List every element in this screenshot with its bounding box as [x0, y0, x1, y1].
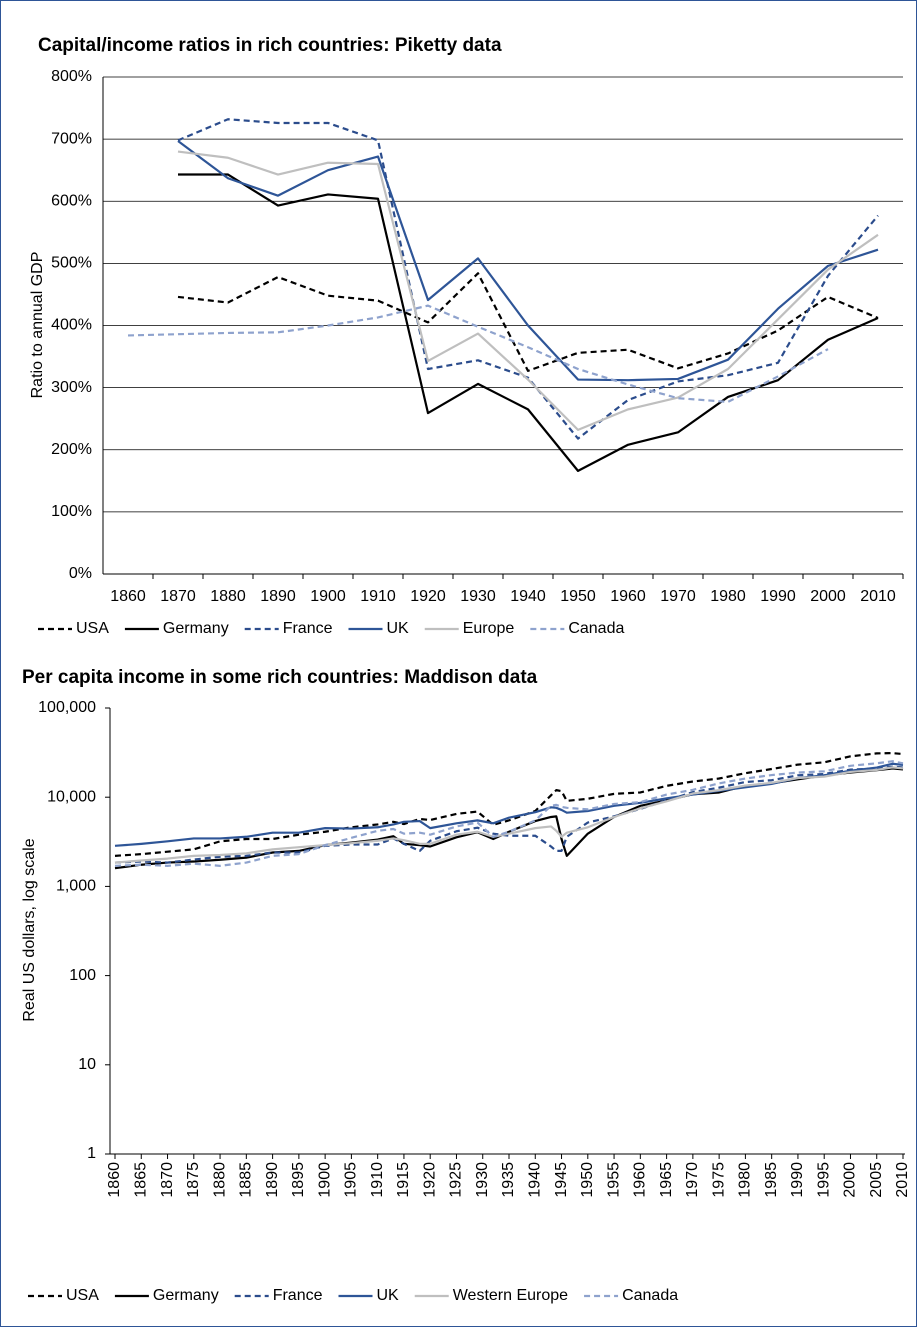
legend-label: USA	[66, 1287, 99, 1304]
x-tick-label: 1980	[710, 588, 746, 605]
x-tick-label: 1970	[660, 588, 696, 605]
x-tick-label: 1945	[553, 1162, 570, 1198]
x-tick-label: 1950	[579, 1162, 596, 1198]
x-tick-label: 1890	[260, 588, 296, 605]
x-tick-label: 1995	[815, 1162, 832, 1198]
y-tick-label: 300%	[51, 379, 92, 396]
x-tick-label: 1920	[410, 588, 446, 605]
y-tick-label: 10,000	[47, 788, 96, 805]
series-line	[114, 752, 904, 857]
y-tick-label: 0%	[69, 565, 92, 582]
legend-label: Germany	[153, 1287, 219, 1304]
x-tick-label: 1910	[369, 1162, 386, 1198]
legend-label: Canada	[568, 620, 624, 637]
x-tick-label: 1960	[632, 1162, 649, 1198]
x-tick-label: 1870	[159, 1162, 176, 1198]
y-tick-label: 700%	[51, 130, 92, 147]
x-tick-label: 1925	[448, 1162, 465, 1198]
y-tick-label: 200%	[51, 441, 92, 458]
x-tick-label: 1950	[560, 588, 596, 605]
y-axis-label: Real US dollars, log scale	[21, 838, 38, 1021]
y-axis-label: Ratio to annual GDP	[29, 252, 46, 399]
y-tick-label: 100%	[51, 503, 92, 520]
x-tick-label: 1860	[106, 1162, 123, 1198]
y-tick-label: 10	[78, 1056, 96, 1073]
x-tick-label: 1860	[110, 588, 146, 605]
x-tick-label: 1915	[395, 1162, 412, 1198]
legend-label: UK	[377, 1287, 400, 1304]
x-tick-label: 1930	[474, 1162, 491, 1198]
x-tick-label: 1930	[460, 588, 496, 605]
legend-label: Western Europe	[453, 1287, 568, 1304]
x-tick-label: 1990	[789, 1162, 806, 1198]
series-line	[127, 304, 829, 404]
y-tick-label: 100,000	[38, 699, 96, 716]
y-tick-label: 600%	[51, 192, 92, 209]
x-tick-label: 1910	[360, 588, 396, 605]
x-tick-label: 1880	[210, 588, 246, 605]
x-tick-label: 2000	[810, 588, 846, 605]
series-line	[177, 118, 879, 440]
x-tick-label: 1980	[737, 1162, 754, 1198]
legend-label: France	[283, 620, 333, 637]
x-tick-label: 1940	[526, 1162, 543, 1198]
x-tick-label: 1935	[500, 1162, 517, 1198]
y-tick-label: 1,000	[56, 878, 96, 895]
legend-label: France	[273, 1287, 323, 1304]
x-tick-label: 1880	[211, 1162, 228, 1198]
x-tick-label: 1895	[290, 1162, 307, 1198]
series-line	[178, 173, 879, 472]
legend-label: Germany	[163, 620, 229, 637]
x-tick-label: 1955	[605, 1162, 622, 1198]
chart-title: Per capita income in some rich countries…	[22, 667, 538, 688]
x-tick-label: 2000	[842, 1162, 859, 1198]
series-line	[114, 760, 904, 867]
series-line	[177, 150, 879, 431]
series-line	[177, 140, 879, 382]
y-tick-label: 1	[87, 1145, 96, 1162]
series-line	[177, 272, 879, 372]
x-tick-label: 1960	[610, 588, 646, 605]
x-tick-label: 2010	[860, 588, 896, 605]
y-tick-label: 400%	[51, 317, 92, 334]
series-line	[114, 765, 904, 864]
x-tick-label: 1970	[684, 1162, 701, 1198]
x-tick-label: 1940	[510, 588, 546, 605]
series-line	[114, 766, 904, 864]
x-tick-label: 1990	[760, 588, 796, 605]
x-tick-label: 1905	[343, 1162, 360, 1198]
chart-title: Capital/income ratios in rich countries:…	[38, 35, 502, 56]
legend-label: USA	[76, 620, 109, 637]
legend-label: UK	[387, 620, 410, 637]
x-tick-label: 1890	[264, 1162, 281, 1198]
y-tick-label: 800%	[51, 68, 92, 85]
x-tick-label: 1875	[185, 1162, 202, 1198]
x-tick-label: 2005	[868, 1162, 885, 1198]
x-tick-label: 1865	[132, 1162, 149, 1198]
x-tick-label: 1965	[658, 1162, 675, 1198]
series-line	[114, 762, 904, 847]
x-tick-label: 1920	[421, 1162, 438, 1198]
legend-label: Europe	[463, 620, 515, 637]
legend-label: Canada	[622, 1287, 678, 1304]
x-tick-label: 1900	[310, 588, 346, 605]
x-tick-label: 1885	[238, 1162, 255, 1198]
y-tick-label: 100	[69, 967, 96, 984]
x-tick-label: 1975	[710, 1162, 727, 1198]
x-tick-label: 1870	[160, 588, 196, 605]
y-tick-label: 500%	[51, 255, 92, 272]
x-tick-label: 1900	[316, 1162, 333, 1198]
x-tick-label: 1985	[763, 1162, 780, 1198]
x-tick-label: 2010	[894, 1162, 911, 1198]
